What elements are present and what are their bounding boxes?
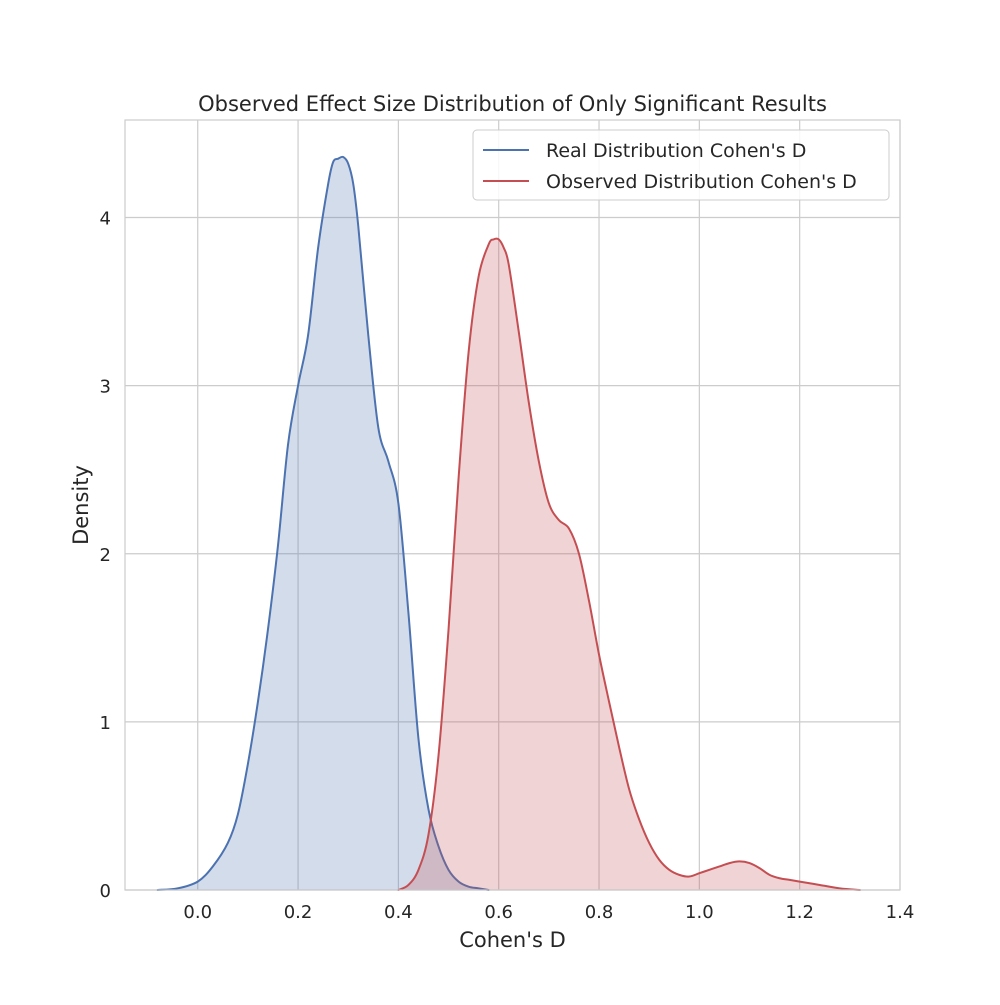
tick-labels: 0.0 0.2 0.4 0.6 0.8 1.0 1.2 1.4 0 1 2 3 4 [100, 209, 915, 923]
x-tick-label: 0.0 [183, 902, 212, 923]
x-tick-label: 0.8 [585, 902, 614, 923]
x-tick-label: 1.4 [886, 902, 915, 923]
density-area-observed [398, 238, 860, 890]
density-line-observed [397, 237, 861, 891]
density-area-real [157, 156, 489, 891]
x-tick-label: 0.2 [284, 902, 313, 923]
y-tick-label: 3 [100, 377, 111, 398]
x-tick-label: 0.4 [384, 902, 413, 923]
y-axis-label: Density [69, 465, 93, 545]
chart-title: Observed Effect Size Distribution of Onl… [198, 92, 827, 116]
legend-label-observed: Observed Distribution Cohen's D [546, 171, 857, 193]
density-line-real [156, 155, 490, 891]
series-layer [156, 155, 861, 891]
legend: Real Distribution Cohen's D Observed Dis… [472, 129, 890, 201]
y-tick-label: 0 [100, 881, 111, 902]
x-tick-label: 1.0 [685, 902, 714, 923]
legend-label-real: Real Distribution Cohen's D [546, 140, 806, 162]
plot-frame [124, 119, 901, 891]
y-tick-label: 1 [100, 713, 111, 734]
x-tick-label: 0.6 [484, 902, 513, 923]
y-tick-label: 2 [100, 545, 111, 566]
x-axis-label: Cohen's D [459, 928, 566, 952]
legend-box [472, 129, 890, 201]
y-tick-label: 4 [100, 209, 111, 230]
x-tick-label: 1.2 [785, 902, 814, 923]
